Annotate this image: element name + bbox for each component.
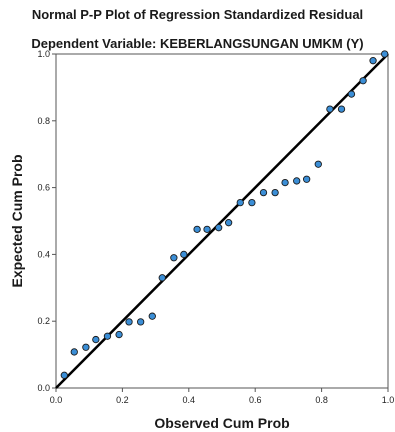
data-point xyxy=(103,332,112,340)
data-point xyxy=(303,175,311,183)
data-point xyxy=(82,343,90,351)
y-tick-label: 0.4 xyxy=(37,249,50,259)
data-point xyxy=(125,318,133,326)
data-point xyxy=(381,50,389,58)
y-tick-label: 0.0 xyxy=(37,383,50,393)
data-point xyxy=(137,318,145,326)
data-point xyxy=(359,77,367,85)
data-point xyxy=(369,57,377,65)
chart-subtitle: Dependent Variable: KEBERLANGSUNGAN UMKM… xyxy=(31,36,364,51)
x-axis-title: Observed Cum Prob xyxy=(154,415,289,431)
data-point xyxy=(180,250,188,259)
y-tick-label: 0.6 xyxy=(37,183,50,193)
data-point xyxy=(158,274,166,282)
plot-frame xyxy=(55,53,389,389)
x-axis: 0.0 0.2 0.4 0.6 0.8 1.0 xyxy=(50,388,395,405)
data-point xyxy=(224,219,233,227)
data-point xyxy=(314,160,322,168)
plot-area xyxy=(55,53,389,389)
data-point xyxy=(170,254,178,262)
y-tick-label: 0.8 xyxy=(37,116,50,126)
y-axis-title: Expected Cum Prob xyxy=(9,154,25,287)
data-point xyxy=(326,105,334,113)
data-point xyxy=(148,312,156,320)
data-points xyxy=(60,50,389,379)
data-point xyxy=(203,225,211,234)
x-tick-label: 0.2 xyxy=(116,395,129,405)
x-tick-label: 1.0 xyxy=(382,395,395,405)
data-point xyxy=(115,330,123,339)
chart-title: Normal P-P Plot of Regression Standardiz… xyxy=(31,7,364,22)
data-point xyxy=(259,188,268,197)
data-point xyxy=(337,105,346,113)
x-tick-label: 0.0 xyxy=(50,395,63,405)
data-point xyxy=(293,177,301,185)
data-point xyxy=(193,225,201,234)
data-point xyxy=(60,371,68,379)
x-tick-label: 0.6 xyxy=(249,395,262,405)
data-point xyxy=(92,335,100,344)
data-point xyxy=(236,198,244,207)
data-point xyxy=(281,178,289,187)
data-point xyxy=(70,348,78,356)
data-point xyxy=(248,198,256,207)
data-point xyxy=(347,90,356,98)
y-tick-label: 1.0 xyxy=(37,49,50,59)
x-tick-label: 0.8 xyxy=(315,395,328,405)
y-tick-label: 0.2 xyxy=(37,316,50,326)
data-point xyxy=(271,188,279,197)
y-axis: 0.0 0.2 0.4 0.6 0.8 1.0 xyxy=(37,49,56,393)
data-point xyxy=(215,224,223,232)
x-tick-label: 0.4 xyxy=(183,395,196,405)
